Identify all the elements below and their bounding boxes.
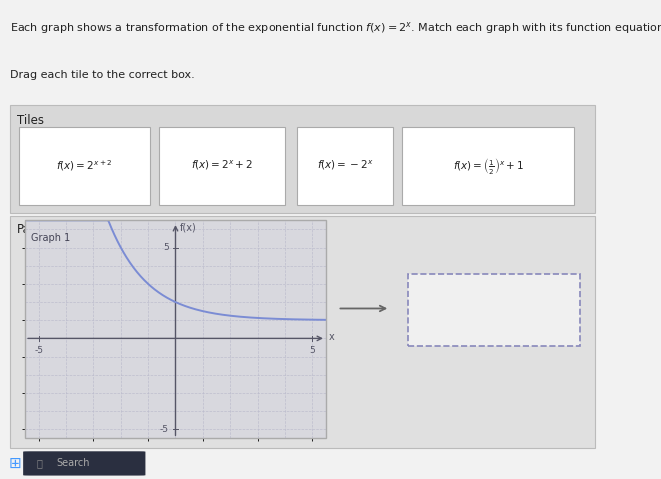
Text: $f(x) = \left(\frac{1}{2}\right)^x + 1$: $f(x) = \left(\frac{1}{2}\right)^x + 1$ bbox=[453, 156, 524, 176]
Text: -5: -5 bbox=[34, 346, 43, 354]
FancyBboxPatch shape bbox=[402, 127, 574, 205]
FancyBboxPatch shape bbox=[159, 127, 285, 205]
FancyBboxPatch shape bbox=[408, 274, 580, 346]
Text: f(x): f(x) bbox=[180, 222, 196, 232]
Text: Pairs: Pairs bbox=[17, 223, 45, 236]
FancyBboxPatch shape bbox=[10, 105, 595, 213]
Text: 5: 5 bbox=[309, 346, 315, 354]
Text: $f(x) = 2^x + 2$: $f(x) = 2^x + 2$ bbox=[191, 159, 253, 172]
FancyBboxPatch shape bbox=[297, 127, 393, 205]
Text: x: x bbox=[329, 331, 334, 342]
FancyBboxPatch shape bbox=[10, 216, 595, 448]
Text: Each graph shows a transformation of the exponential function $f(x) = 2^x$. Matc: Each graph shows a transformation of the… bbox=[10, 20, 661, 36]
Text: ⊞: ⊞ bbox=[8, 456, 21, 471]
Text: 🔍: 🔍 bbox=[36, 458, 42, 468]
Text: Drag each tile to the correct box.: Drag each tile to the correct box. bbox=[10, 70, 195, 80]
Text: Graph 1: Graph 1 bbox=[30, 233, 70, 243]
Text: $f(x) = 2^{x+2}$: $f(x) = 2^{x+2}$ bbox=[56, 159, 112, 173]
Text: Search: Search bbox=[56, 458, 90, 468]
Text: 5: 5 bbox=[163, 243, 169, 252]
Text: -5: -5 bbox=[160, 425, 169, 433]
FancyBboxPatch shape bbox=[19, 127, 150, 205]
FancyBboxPatch shape bbox=[23, 451, 145, 476]
Text: $f(x) = -2^x$: $f(x) = -2^x$ bbox=[317, 159, 373, 172]
Text: Tiles: Tiles bbox=[17, 114, 44, 127]
